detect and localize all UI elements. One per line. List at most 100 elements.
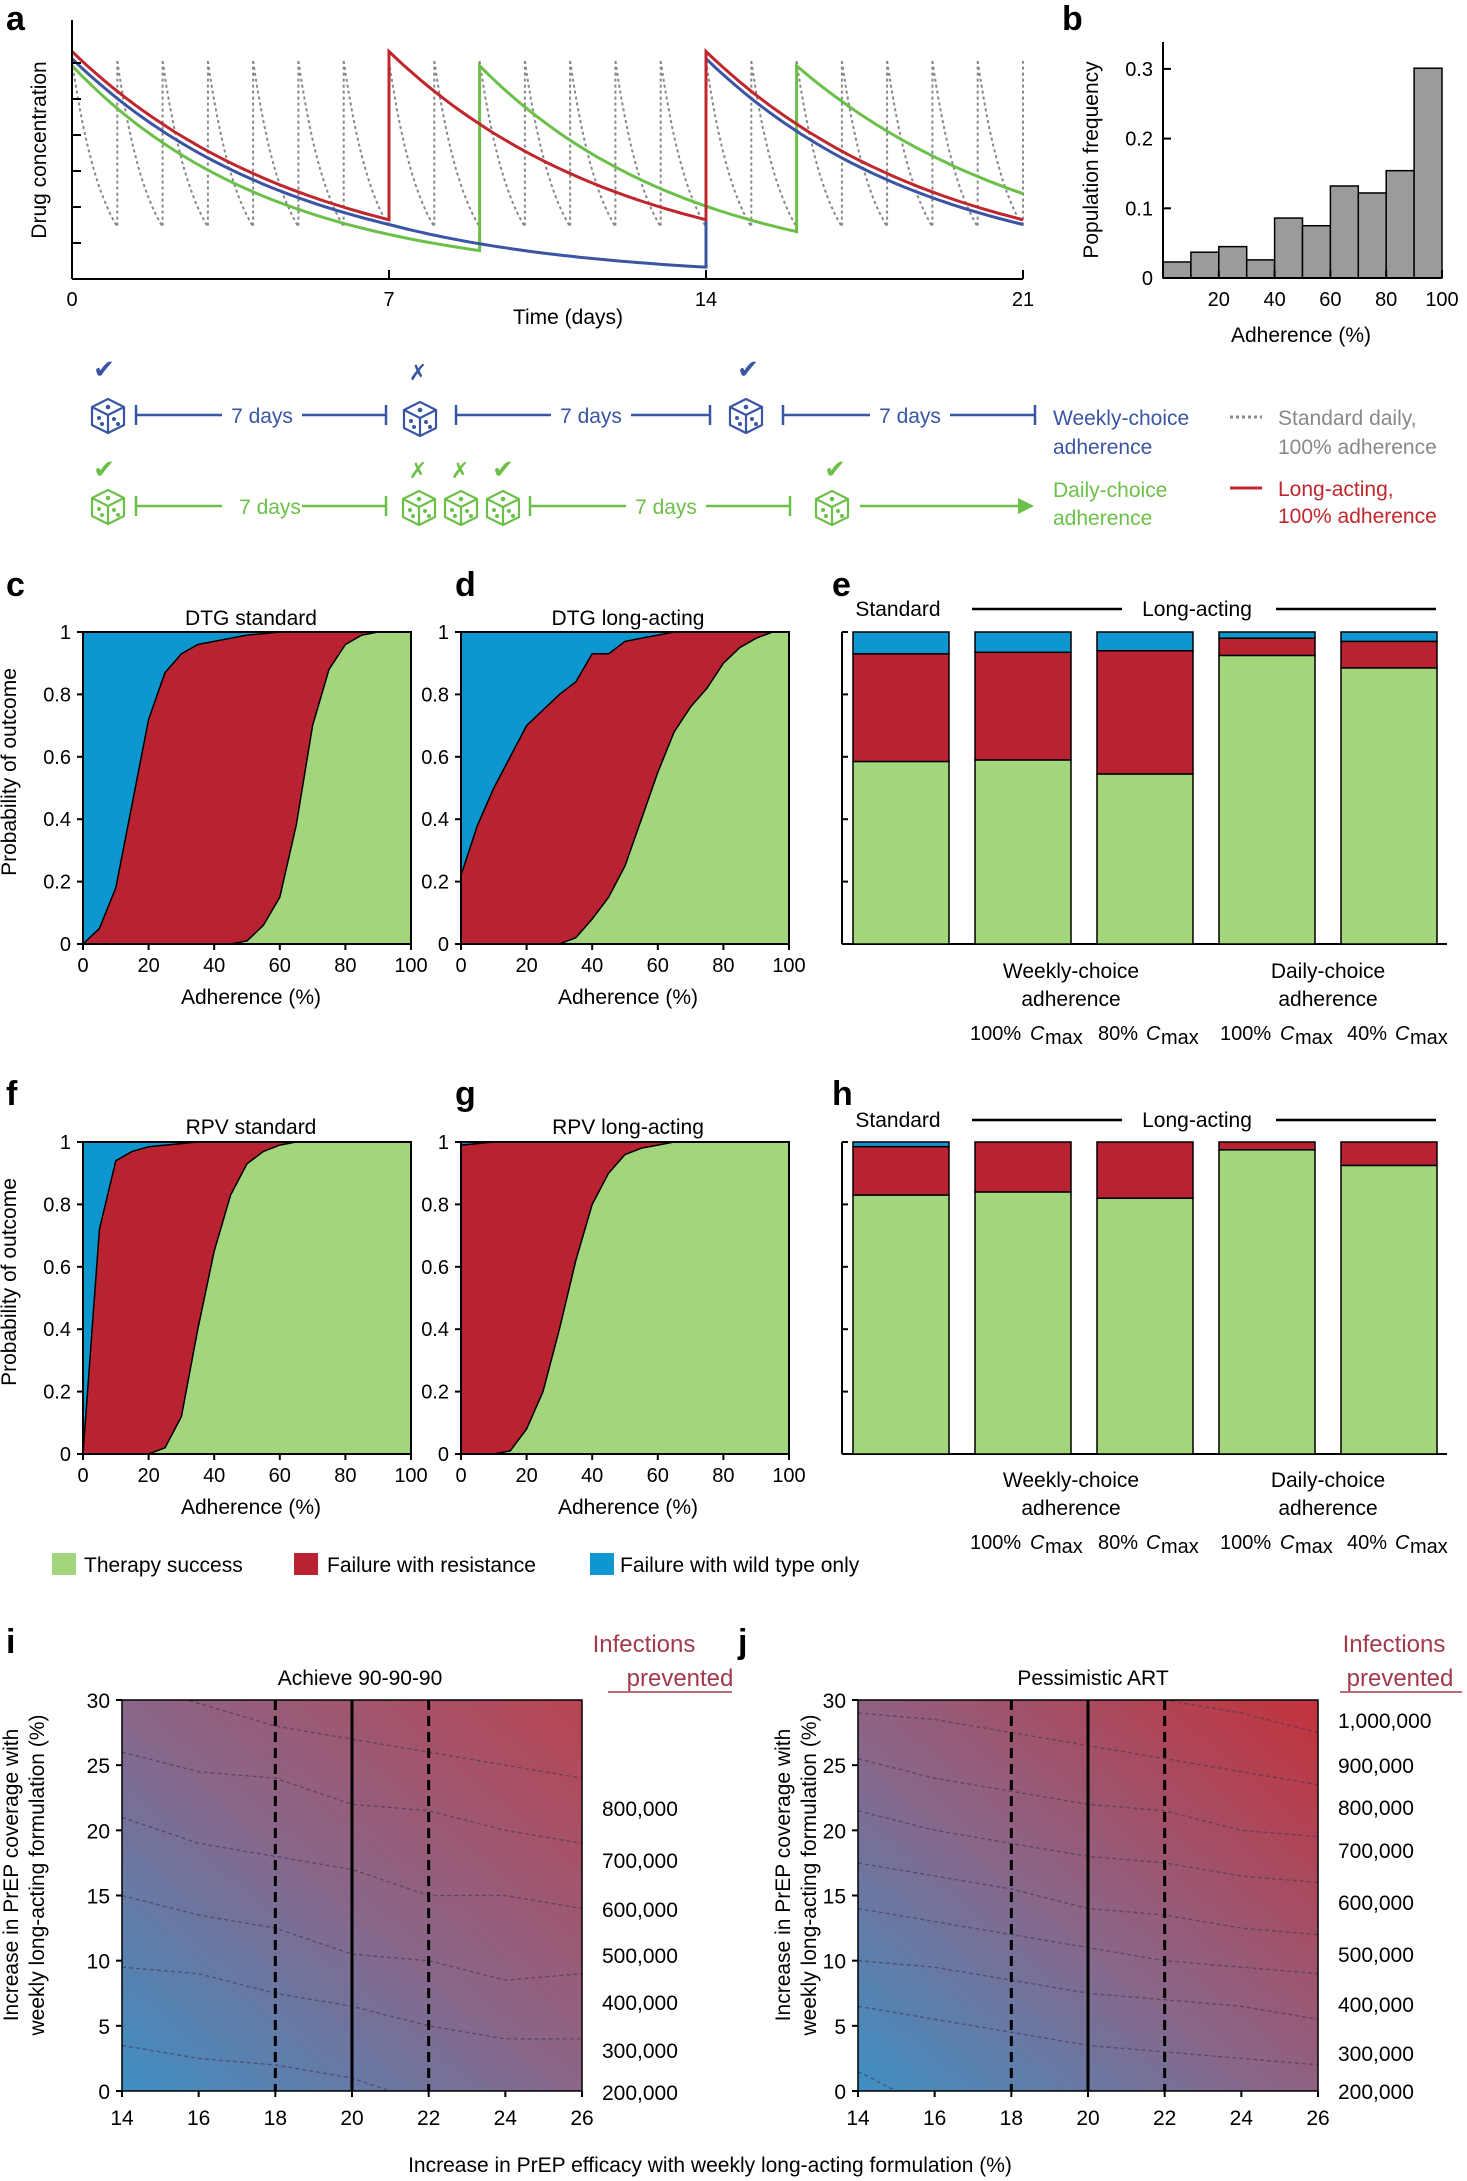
panel-a-ylabel: Drug concentration (28, 61, 51, 238)
panel-label-a: a (6, 0, 26, 38)
panel-i-ylabel-1: Increase in PrEP coverage with (0, 1729, 23, 2022)
legend-resistance-label: Failure with resistance (327, 1554, 536, 1577)
panel-a-xtick-label: 7 (383, 289, 394, 311)
ytick-label: 0.8 (43, 1194, 71, 1216)
weekly-check-1: ✔ (93, 354, 115, 384)
daily-check-3: ✔ (824, 454, 846, 484)
cmax-subscript: max (1161, 1536, 1199, 1558)
xtick-label: 80 (712, 955, 734, 977)
panel-i: 14 16 18 20 22 24 26 0 5 10 15 20 25 30 800,000 700,000… (87, 1690, 678, 2130)
panel-f-xlabel: Adherence (%) (181, 1496, 321, 1519)
histogram-bar (1218, 245, 1248, 279)
panel-f-ylabel: Probability of outcome (0, 1178, 21, 1386)
daily-gap-label-1: 7 days (239, 496, 301, 519)
daily-cross-1: ✗ (409, 458, 427, 483)
xtick-label: 60 (269, 1465, 291, 1487)
contour-line (185, 1700, 582, 1779)
cmax-symbol: C (1030, 1023, 1045, 1045)
xtick-label: 26 (1306, 2107, 1329, 2130)
success-bar (974, 1191, 1072, 1455)
colorbar-label: 300,000 (602, 2040, 678, 2063)
panel-c-ylabel: Probability of outcome (0, 668, 21, 876)
ytick-label: 0 (438, 934, 449, 956)
cmax-symbol: C (1280, 1532, 1295, 1554)
ytick-label: 25 (823, 1755, 846, 1778)
plot-frame (460, 1141, 790, 1455)
success-bar (852, 760, 950, 945)
long-acting-group-label: Long-acting (1142, 1109, 1252, 1132)
xtick-label: 26 (570, 2107, 593, 2130)
panel-b-ytick-label: 0.1 (1125, 198, 1153, 220)
weekly-die-1 (90, 397, 126, 435)
ytick-label: 20 (87, 1820, 110, 1843)
weekly-cross: ✗ (409, 360, 427, 385)
xtick-label: 40 (581, 955, 603, 977)
colorbar-label: 600,000 (1338, 1892, 1414, 1915)
contour-line (122, 2044, 391, 2091)
colorbar-label: 500,000 (1338, 1944, 1414, 1967)
panel-a-xtick-label: 0 (66, 289, 77, 311)
ytick-label: 25 (87, 1755, 110, 1778)
panel-b: 0 0.1 0.2 0.3 20 40 60 80 100 Population freque… (1080, 42, 1459, 347)
weekly-label-2: adherence (1053, 436, 1152, 459)
plot-frame (460, 631, 790, 945)
xtick-label: 20 (137, 955, 159, 977)
panel-a-xlabel: Time (days) (513, 306, 623, 329)
ytick-label: 10 (823, 1951, 846, 1974)
contour-line (122, 1751, 582, 1845)
plot-frame (82, 1141, 412, 1455)
xtick-label: 80 (334, 955, 356, 977)
panel-j-ylabel-2: weekly long-acting formulation (%) (798, 1715, 821, 2037)
colorbar-label: 800,000 (602, 1798, 678, 1821)
ytick-label: 0.2 (43, 1382, 71, 1404)
cmax-subscript: max (1045, 1027, 1083, 1049)
ytick-label: 0.2 (421, 872, 449, 894)
ytick-label: 1 (438, 1132, 449, 1154)
wildtype-bar (1340, 631, 1438, 643)
panel-h (841, 1141, 1447, 1455)
ytick-label: 0 (834, 2081, 846, 2104)
ytick-label: 0 (60, 934, 71, 956)
weekly-group-label-2: adherence (1021, 988, 1120, 1011)
histogram-bar (1385, 169, 1415, 279)
legend-resistance-swatch (294, 1553, 318, 1575)
resistance-bar (1096, 649, 1194, 775)
contour-line (858, 2070, 897, 2091)
cmax-subscript: max (1161, 1027, 1199, 1049)
cmax-percent-label: 40% (1347, 1532, 1387, 1554)
ytick-label: 30 (823, 1690, 846, 1713)
xtick-label: 20 (137, 1465, 159, 1487)
xtick-label: 80 (712, 1465, 734, 1487)
panel-a-xtick-label: 21 (1012, 289, 1034, 311)
ytick-label: 15 (87, 1886, 110, 1909)
ytick-label: 0.4 (421, 1319, 449, 1341)
legend-standard-2: 100% adherence (1278, 436, 1437, 459)
colorbar-label: 500,000 (602, 1945, 678, 1968)
bar-group-labels: Standard Long-acting Weekly-choice adherenc… (855, 598, 1447, 1558)
legend-wildtype-swatch (590, 1553, 614, 1575)
ytick-label: 5 (834, 2016, 846, 2039)
xtick-label: 18 (1000, 2107, 1023, 2130)
cmax-subscript: max (1295, 1536, 1333, 1558)
cmax-percent-label: 80% (1098, 1532, 1138, 1554)
panel-i-ylabel-2: weekly long-acting formulation (%) (26, 1715, 49, 2037)
daily-die-4 (485, 489, 521, 527)
xtick-label: 20 (340, 2107, 363, 2130)
wildtype-bar (974, 631, 1072, 654)
resistance-bar (852, 1145, 950, 1196)
xtick-label: 24 (494, 2107, 518, 2130)
xtick-label: 100 (772, 1465, 805, 1487)
weekly-choice-series (70, 55, 1024, 269)
success-bar (852, 1194, 950, 1455)
ytick-label: 0 (60, 1444, 71, 1466)
xtick-label: 80 (334, 1465, 356, 1487)
cmax-symbol: C (1395, 1023, 1410, 1045)
long-acting-group-label: Long-acting (1142, 598, 1252, 621)
colorbar-label: 400,000 (602, 1992, 678, 2015)
standard-group-label: Standard (855, 598, 940, 621)
resistance-bar (1218, 1141, 1316, 1151)
ytick-label: 0.6 (43, 747, 71, 769)
daily-die-1 (90, 488, 126, 526)
xtick-label: 16 (923, 2107, 946, 2130)
